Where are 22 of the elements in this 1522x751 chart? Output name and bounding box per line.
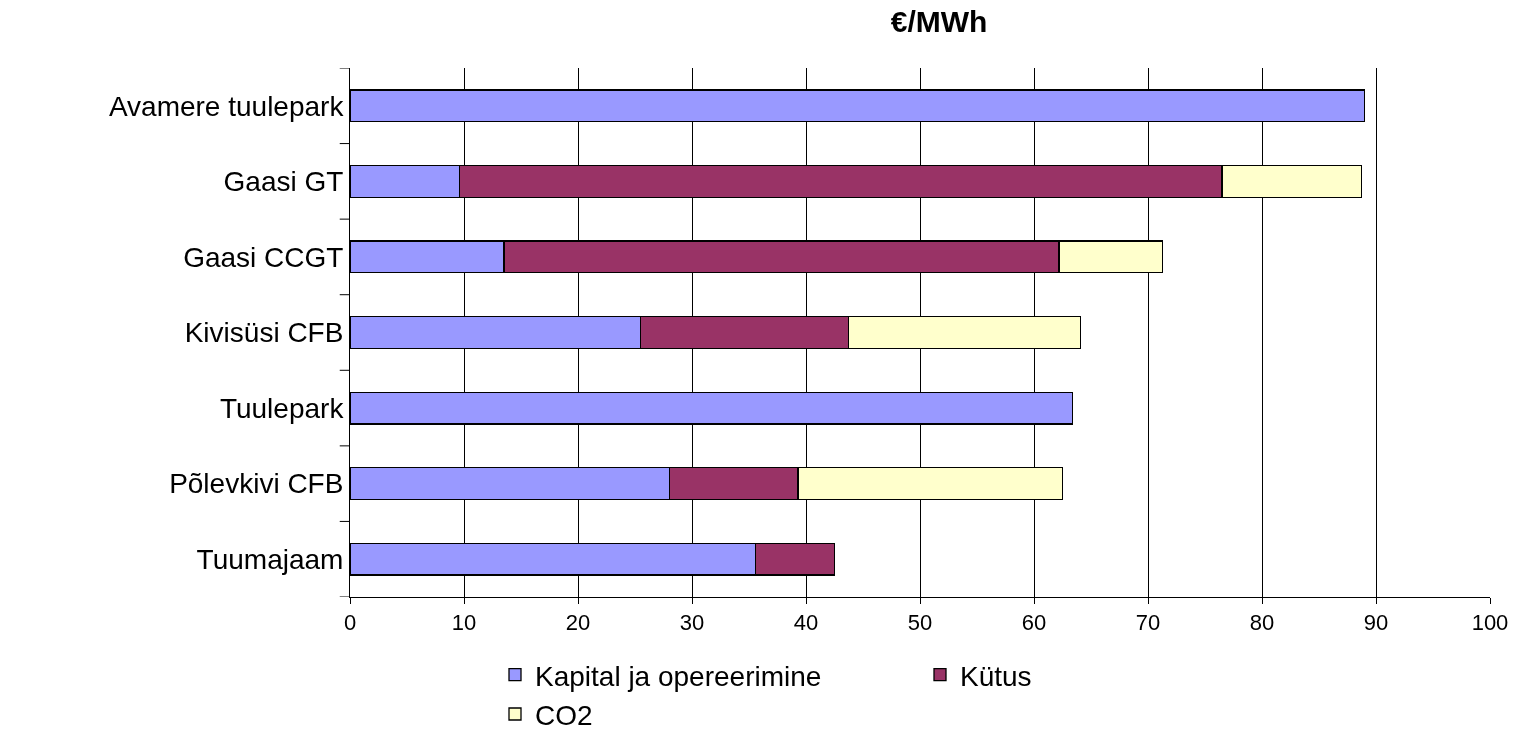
x-tick-label: 70	[1135, 610, 1161, 636]
legend-label: Kapital ja opereerimine	[535, 660, 822, 692]
x-tick-label: 30	[679, 610, 705, 636]
y-tick-label: Gaasi GT	[223, 166, 344, 198]
y-tick-label: Kivisüsi CFB	[184, 317, 344, 349]
y-tick-label: Tuulepark	[219, 392, 345, 424]
x-tick-label: 10	[451, 610, 477, 636]
y-tick-label: Avamere tuulepark	[108, 90, 345, 122]
x-tick-label: 40	[793, 610, 819, 636]
x-tick-label: 0	[343, 610, 357, 636]
x-tick-label: 60	[1021, 610, 1047, 636]
chart-title: €/MWh	[890, 5, 988, 39]
y-tick-label: Põlevkivi CFB	[169, 468, 344, 500]
x-tick-label: 90	[1363, 610, 1389, 636]
y-tick-label: Gaasi CCGT	[183, 241, 344, 273]
x-tick-label: 80	[1249, 610, 1275, 636]
x-tick-label: 20	[565, 610, 591, 636]
y-tick-label: Tuumajaam	[196, 544, 344, 576]
legend-label: CO2	[535, 699, 593, 731]
x-tick-label: 100	[1471, 610, 1509, 636]
x-tick-label: 50	[907, 610, 933, 636]
legend-label: Kütus	[960, 660, 1032, 692]
